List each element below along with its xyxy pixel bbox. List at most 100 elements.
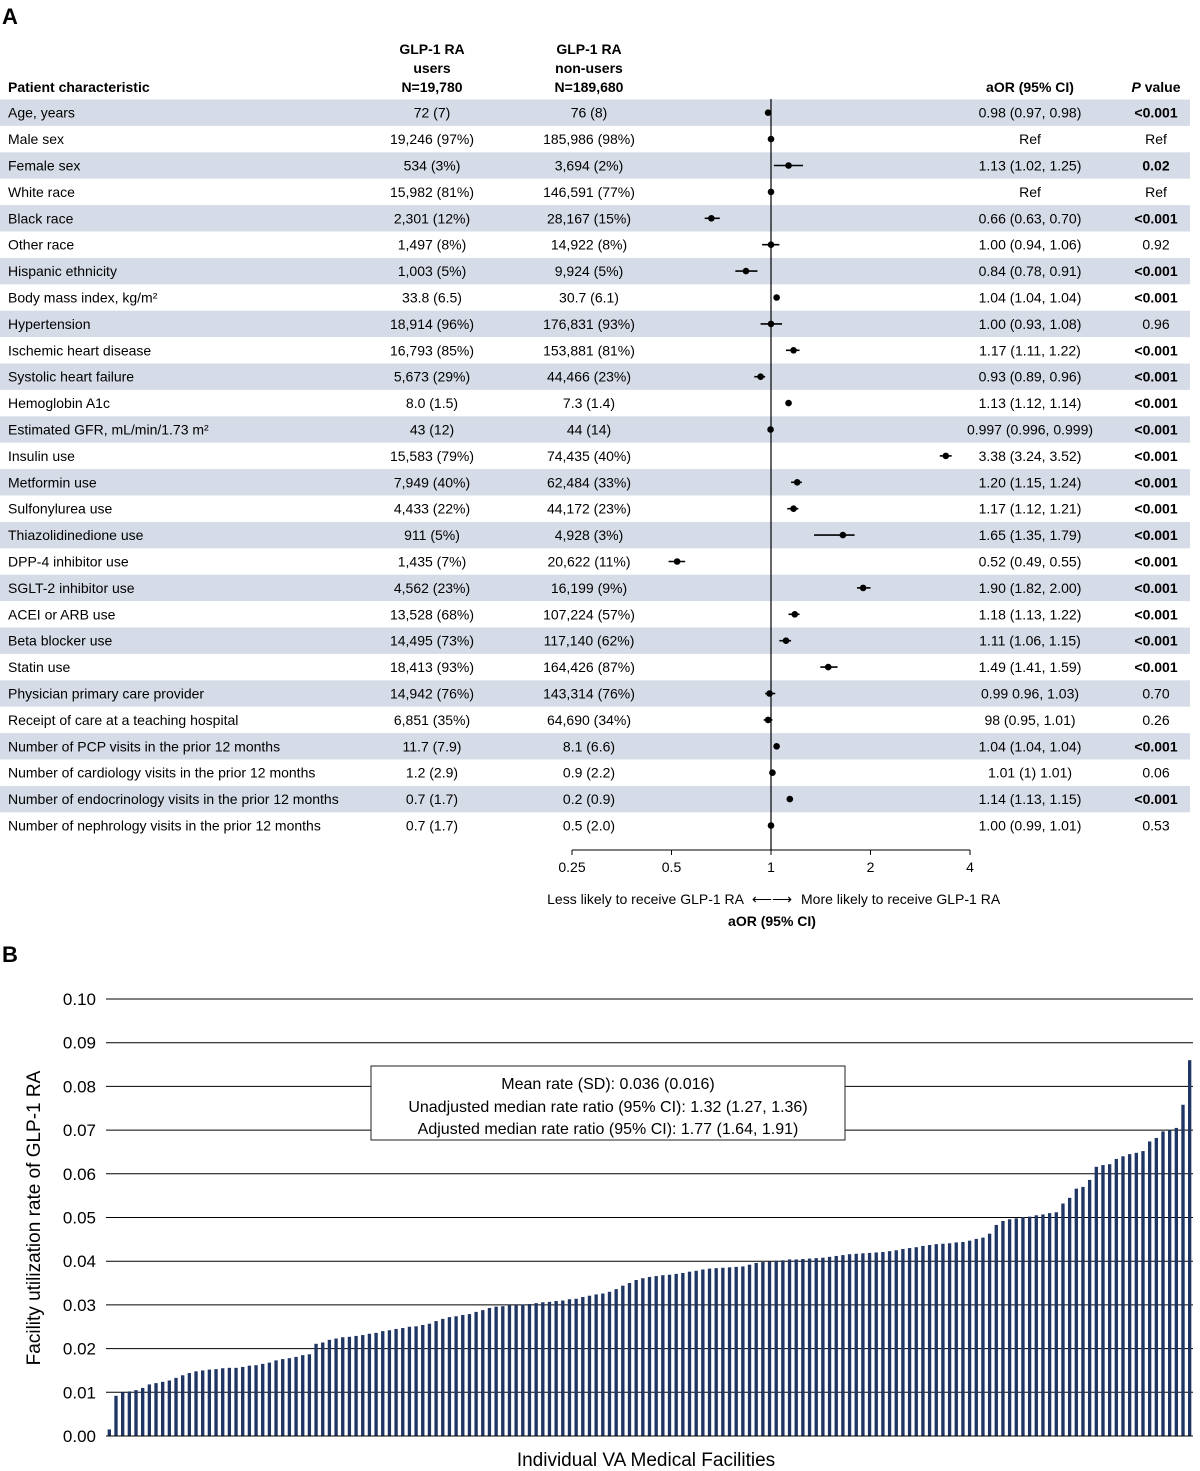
forest-row: Physician primary care provider 14,942 (7… <box>0 680 1190 707</box>
point-estimate <box>824 663 832 671</box>
facility-bar <box>714 1268 718 1436</box>
row-nonusers-value: 9,924 (5%) <box>555 263 623 279</box>
facility-bar <box>587 1295 592 1436</box>
y-tick-label: 0.04 <box>63 1252 96 1271</box>
row-p-value: 0.70 <box>1142 686 1169 702</box>
facility-bar <box>1074 1188 1078 1436</box>
row-aor-value: 0.93 (0.89, 0.96) <box>979 369 1082 385</box>
row-label: Statin use <box>8 659 70 675</box>
facility-bar <box>1047 1213 1052 1436</box>
row-nonusers-value: 7.3 (1.4) <box>563 395 615 411</box>
row-label: Body mass index, kg/m² <box>8 290 158 306</box>
forest-row: Hemoglobin A1c 8.0 (1.5) 7.3 (1.4) 1.13 (1.… <box>8 395 1178 411</box>
facility-bar <box>1021 1217 1025 1436</box>
facility-bar <box>434 1321 438 1436</box>
row-users-value: 19,246 (97%) <box>390 131 474 147</box>
row-label: Estimated GFR, mL/min/1.73 m² <box>8 422 209 438</box>
row-p-value: <0.001 <box>1134 263 1177 279</box>
facility-bar <box>694 1270 698 1436</box>
row-label: Systolic heart failure <box>8 369 134 385</box>
facility-bar <box>854 1253 858 1436</box>
forest-row: ACEI or ARB use 13,528 (68%) 107,224 (57%)… <box>8 606 1178 622</box>
facility-bar <box>1067 1197 1072 1436</box>
y-tick-label: 0.02 <box>63 1340 96 1359</box>
facility-bar <box>1061 1203 1065 1436</box>
forest-row: Female sex 534 (3%) 3,694 (2%) 1.13 (1.02, … <box>0 152 1190 179</box>
point-estimate <box>785 399 792 407</box>
facility-bar <box>914 1247 918 1436</box>
point-estimate <box>757 373 764 381</box>
row-shading <box>0 416 1190 443</box>
row-nonusers-value: 62,484 (33%) <box>547 474 631 490</box>
facility-bar <box>1114 1158 1118 1436</box>
forest-row: Estimated GFR, mL/min/1.73 m² 43 (12) 44 (… <box>0 416 1190 443</box>
facility-bar <box>1174 1127 1178 1436</box>
row-p-value: 0.26 <box>1142 712 1169 728</box>
facility-bar <box>1054 1212 1058 1436</box>
row-label: Black race <box>8 210 74 226</box>
facility-bar <box>187 1373 192 1436</box>
facility-bar <box>167 1380 172 1436</box>
row-label: Hispanic ethnicity <box>8 263 117 279</box>
facility-bar <box>1141 1151 1145 1436</box>
facility-bar <box>254 1365 258 1436</box>
facility-bar <box>461 1314 465 1436</box>
forest-axis-title: aOR (95% CI) <box>728 913 816 929</box>
row-shading <box>0 469 1190 496</box>
row-aor-value: 1.20 (1.15, 1.24) <box>979 474 1082 490</box>
facility-bar <box>947 1243 952 1436</box>
facility-bar <box>381 1331 385 1436</box>
y-tick-label: 0.01 <box>63 1383 96 1402</box>
facility-bar <box>574 1298 578 1436</box>
forest-row: DPP-4 inhibitor use 1,435 (7%) 20,622 (11%… <box>8 554 1178 570</box>
row-nonusers-value: 153,881 (81%) <box>543 342 635 358</box>
row-nonusers-value: 44,172 (23%) <box>547 501 631 517</box>
row-users-value: 5,673 (29%) <box>394 369 470 385</box>
facility-bar <box>801 1259 805 1436</box>
point-estimate <box>793 479 801 486</box>
facility-bar <box>874 1252 878 1436</box>
facility-bar <box>141 1387 145 1436</box>
row-label: SGLT-2 inhibitor use <box>8 580 135 596</box>
annotation-line-1: Mean rate (SD): 0.036 (0.016) <box>501 1076 714 1093</box>
point-estimate <box>764 716 772 724</box>
facility-bar <box>807 1258 812 1436</box>
row-users-value: 33.8 (6.5) <box>402 290 462 306</box>
facility-bar <box>521 1304 525 1436</box>
row-p-value: <0.001 <box>1134 554 1177 570</box>
facility-bar <box>707 1268 712 1436</box>
facility-bar <box>547 1301 552 1436</box>
annotation-line-2: Unadjusted median rate ratio (95% CI): 1… <box>408 1099 807 1116</box>
header-pvalue: P value <box>1131 79 1180 95</box>
facility-bar <box>567 1299 572 1436</box>
row-users-value: 72 (7) <box>414 105 451 121</box>
row-label: Male sex <box>8 131 64 147</box>
row-users-value: 0.7 (1.7) <box>406 818 458 834</box>
facility-bar <box>174 1377 178 1436</box>
row-users-value: 1.2 (2.9) <box>406 765 458 781</box>
facility-bar <box>401 1328 405 1436</box>
facility-bar <box>367 1333 372 1436</box>
facility-bar <box>594 1294 598 1436</box>
facility-bar <box>514 1304 518 1436</box>
row-users-value: 18,413 (93%) <box>390 659 474 675</box>
row-p-value: 0.06 <box>1142 765 1169 781</box>
y-tick-label: 0.00 <box>63 1427 96 1446</box>
y-tick-label: 0.08 <box>63 1077 96 1096</box>
facility-bar <box>634 1279 638 1436</box>
forest-tick-label: 2 <box>867 859 875 875</box>
facility-bar <box>307 1354 312 1436</box>
facility-bar <box>1161 1131 1165 1436</box>
row-label: Hypertension <box>8 316 91 332</box>
facility-bar <box>267 1362 272 1436</box>
row-nonusers-value: 185,986 (98%) <box>543 131 635 147</box>
facility-bar <box>114 1395 118 1436</box>
y-tick-label: 0.03 <box>63 1296 96 1315</box>
forest-tick-label: 0.5 <box>662 859 682 875</box>
row-nonusers-value: 20,622 (11%) <box>547 554 630 570</box>
row-p-value: <0.001 <box>1134 290 1177 306</box>
header-aor: aOR (95% CI) <box>986 79 1074 95</box>
facility-bar <box>234 1367 238 1436</box>
row-p-value: <0.001 <box>1134 659 1177 675</box>
forest-row: Age, years 72 (7) 76 (8) 0.98 (0.97, 0.98) <… <box>0 99 1190 126</box>
